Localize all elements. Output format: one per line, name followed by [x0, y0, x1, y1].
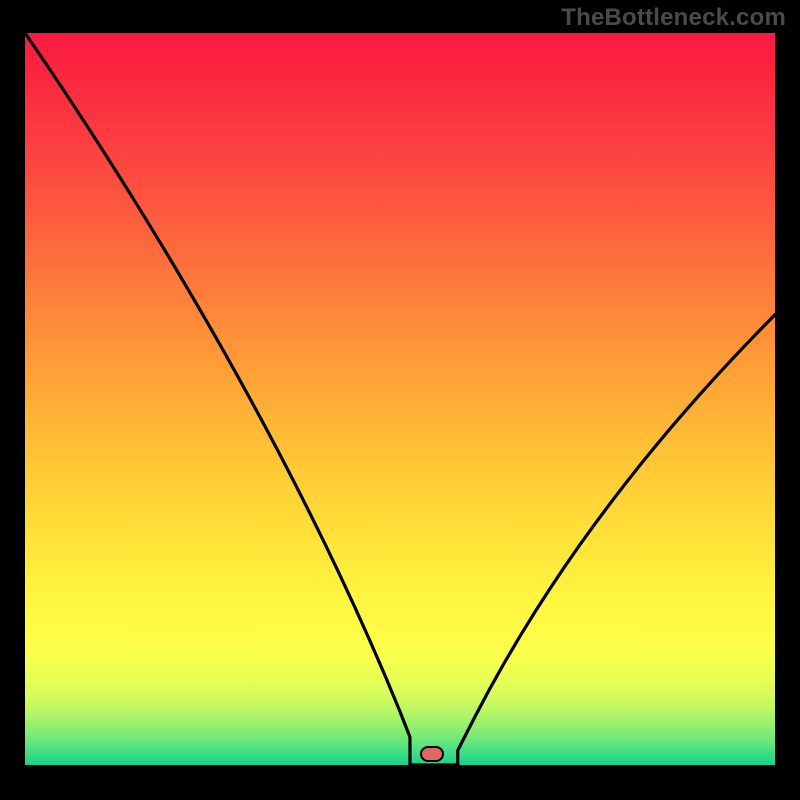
optimum-marker — [421, 747, 443, 761]
chart-container: TheBottleneck.com — [0, 0, 800, 800]
gradient-panel — [25, 33, 775, 765]
bottleneck-chart — [0, 0, 800, 800]
